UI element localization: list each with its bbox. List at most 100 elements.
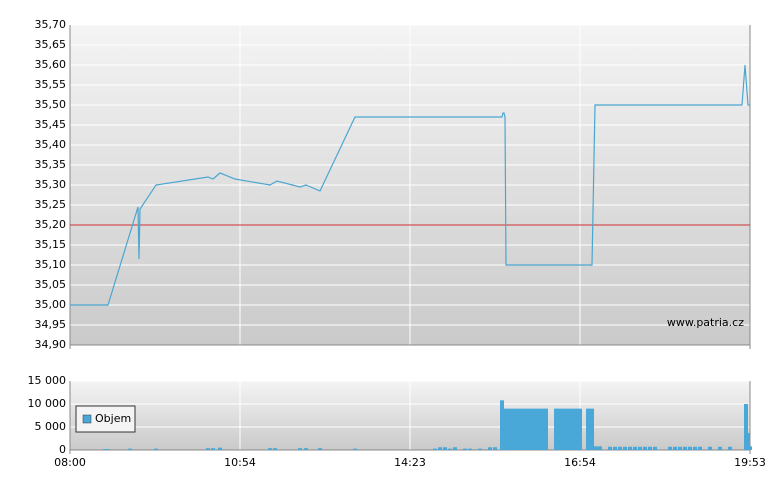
y-tick-label: 35,05 bbox=[35, 278, 67, 291]
y-tick-label: 0 bbox=[59, 443, 66, 456]
legend-box bbox=[75, 405, 136, 433]
volume-bar bbox=[438, 447, 442, 450]
volume-bar bbox=[566, 408, 570, 450]
volume-bar bbox=[532, 408, 536, 450]
y-tick-label: 35,70 bbox=[35, 18, 67, 31]
volume-bar bbox=[504, 408, 508, 450]
y-tick-label: 35,40 bbox=[35, 138, 67, 151]
volume-bar bbox=[211, 448, 215, 450]
legend-swatch bbox=[82, 414, 92, 424]
y-tick-label: 35,20 bbox=[35, 218, 67, 231]
volume-bar bbox=[744, 404, 748, 450]
y-tick-label: 35,25 bbox=[35, 198, 67, 211]
volume-bar bbox=[688, 446, 692, 450]
volume-bar bbox=[448, 448, 452, 450]
volume-bar bbox=[443, 447, 447, 450]
volume-bar bbox=[528, 408, 532, 450]
y-tick-label: 35,60 bbox=[35, 58, 67, 71]
volume-bar bbox=[590, 408, 594, 450]
volume-bar bbox=[463, 448, 467, 450]
volume-bar bbox=[608, 446, 612, 450]
volume-bar bbox=[673, 446, 677, 450]
volume-bar bbox=[698, 446, 702, 450]
volume-bar bbox=[508, 408, 512, 450]
volume-bar bbox=[520, 408, 524, 450]
y-tick-label: 35,35 bbox=[35, 158, 67, 171]
volume-bar bbox=[746, 432, 750, 450]
y-tick-label: 35,00 bbox=[35, 298, 67, 311]
volume-bar bbox=[500, 400, 504, 450]
volume-bar bbox=[554, 408, 558, 450]
volume-bar bbox=[594, 446, 598, 450]
volume-bar bbox=[524, 408, 528, 450]
volume-bar bbox=[574, 408, 578, 450]
volume-bar bbox=[493, 447, 497, 450]
volume-bar bbox=[623, 446, 627, 450]
volume-bar bbox=[728, 446, 732, 450]
volume-bar bbox=[206, 448, 210, 450]
volume-bar bbox=[298, 448, 302, 450]
volume-bar bbox=[668, 446, 672, 450]
volume-bar bbox=[536, 408, 540, 450]
x-tick-label: 14:23 bbox=[394, 456, 426, 469]
volume-bar bbox=[643, 446, 647, 450]
y-tick-label: 10 000 bbox=[28, 397, 67, 410]
volume-bar bbox=[512, 408, 516, 450]
volume-bar bbox=[478, 448, 482, 450]
volume-bar bbox=[103, 449, 107, 450]
volume-bar bbox=[268, 448, 272, 450]
watermark: www.patria.cz bbox=[667, 316, 744, 329]
volume-bar bbox=[516, 408, 520, 450]
y-tick-label: 35,50 bbox=[35, 98, 67, 111]
volume-bar bbox=[653, 446, 657, 450]
volume-bar bbox=[544, 408, 548, 450]
volume-bar bbox=[106, 449, 110, 450]
y-tick-label: 35,15 bbox=[35, 238, 67, 251]
volume-bar bbox=[468, 448, 472, 450]
volume-bar bbox=[353, 448, 357, 450]
volume-bar bbox=[318, 448, 322, 450]
legend-label: Objem bbox=[95, 412, 131, 425]
volume-bar bbox=[562, 408, 566, 450]
price-line bbox=[70, 64, 750, 306]
volume-bar bbox=[540, 408, 544, 450]
volume-bar bbox=[693, 446, 697, 450]
volume-bar bbox=[618, 446, 622, 450]
y-tick-label: 35,10 bbox=[35, 258, 67, 271]
volume-bar bbox=[613, 446, 617, 450]
x-tick-label: 16:54 bbox=[564, 456, 596, 469]
volume-bar bbox=[683, 446, 687, 450]
volume-bar bbox=[578, 408, 582, 450]
volume-bar bbox=[633, 446, 637, 450]
volume-bar bbox=[638, 446, 642, 450]
y-tick-label: 34,95 bbox=[35, 318, 67, 331]
volume-bar bbox=[488, 447, 492, 450]
volume-bar bbox=[708, 446, 712, 450]
volume-bar bbox=[453, 447, 457, 450]
x-tick-label: 08:00 bbox=[54, 456, 86, 469]
volume-bar bbox=[273, 448, 277, 450]
y-tick-label: 15 000 bbox=[28, 374, 67, 387]
volume-bar bbox=[718, 446, 722, 450]
y-tick-label: 35,65 bbox=[35, 38, 67, 51]
volume-bar bbox=[218, 447, 222, 450]
x-tick-label: 10:54 bbox=[224, 456, 256, 469]
y-tick-label: 34,90 bbox=[35, 338, 67, 351]
volume-bar bbox=[748, 446, 752, 450]
volume-bar bbox=[570, 408, 574, 450]
volume-bar bbox=[648, 446, 652, 450]
volume-bar bbox=[304, 448, 308, 450]
volume-bar bbox=[628, 446, 632, 450]
volume-bar bbox=[433, 448, 437, 450]
y-tick-label: 5 000 bbox=[35, 420, 67, 433]
volume-bar bbox=[558, 408, 562, 450]
volume-bar bbox=[128, 448, 132, 450]
volume-bar bbox=[154, 448, 158, 450]
volume-bar bbox=[598, 446, 602, 450]
y-tick-label: 35,30 bbox=[35, 178, 67, 191]
volume-bar bbox=[586, 408, 590, 450]
x-tick-label: 19:53 bbox=[734, 456, 766, 469]
y-tick-label: 35,55 bbox=[35, 78, 67, 91]
y-tick-label: 35,45 bbox=[35, 118, 67, 131]
